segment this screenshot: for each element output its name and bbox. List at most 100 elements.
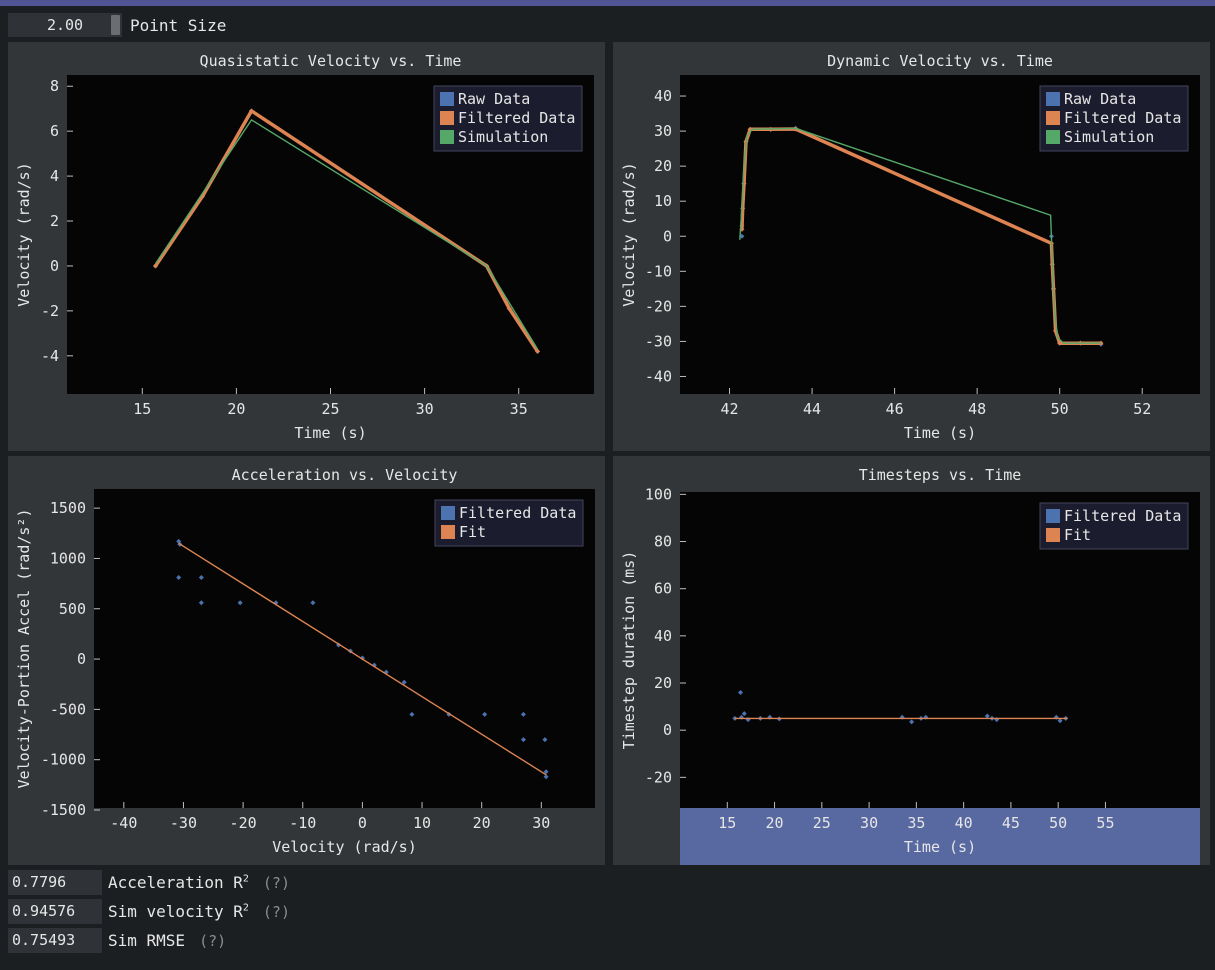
sim-rmse-value[interactable]: 0.75493 [8,928,102,953]
quasistatic-velocity-vs-time-legend-swatch[interactable] [440,92,454,106]
quasistatic-velocity-vs-time-series-simulation-line [154,118,539,350]
dynamic-velocity-vs-time-ytick-label: -10 [645,262,672,280]
acceleration-vs-velocity-ytick-label: 0 [77,650,86,668]
point-size-control: 2.00 Point Size [8,13,226,37]
timesteps-vs-time-xtick-label: 50 [1049,814,1067,832]
quasistatic-velocity-vs-time-legend-label[interactable]: Filtered Data [458,109,575,127]
acceleration-vs-velocity-xtick-label: -40 [110,814,137,832]
quasistatic-velocity-vs-time-ylabel: Velocity (rad/s) [15,162,33,307]
timesteps-vs-time-xtick-label: 45 [1002,814,1020,832]
quasistatic-velocity-vs-time-xlabel: Time (s) [294,424,366,442]
dynamic-velocity-vs-time-legend-label[interactable]: Filtered Data [1064,109,1181,127]
sim-r2-value[interactable]: 0.94576 [8,899,102,924]
timesteps-vs-time-filtered-data-point [738,689,744,695]
timesteps-vs-time-x-axis-hover[interactable] [680,808,1200,865]
point-size-slider[interactable]: 2.00 [8,13,122,37]
point-size-label: Point Size [130,15,227,35]
timesteps-vs-time-xtick-label: 40 [955,814,973,832]
dynamic-velocity-vs-time-legend-label[interactable]: Raw Data [1064,90,1136,108]
timesteps-chart[interactable]: Timesteps vs. Time 15 20 25 30 35 40 45 50 55 -20 0… [613,456,1210,865]
point-size-value: 2.00 [46,16,84,34]
chart-panel-quasistatic: Quasistatic Velocity vs. Time 15 20 25 30 35-… [8,42,605,451]
timesteps-vs-time-ytick-label: 100 [645,485,672,503]
sim-rmse-label: Sim RMSE [108,931,185,950]
acceleration-vs-velocity-xtick-label: 10 [413,814,431,832]
dynamic-velocity-vs-time-xtick-label: 52 [1133,400,1151,418]
acceleration-vs-velocity-xtick-label: -30 [170,814,197,832]
acceleration-vs-velocity-filtered-data-point [273,600,279,606]
timesteps-vs-time-ytick-label: 80 [654,533,672,551]
sim-rmse-help-icon[interactable]: (?) [199,931,227,950]
chart-panel-acceleration: Acceleration vs. Velocity -40 -30 -20 -10 0 10… [8,456,605,865]
quasistatic-velocity-vs-time-filtered-data-point [152,263,158,269]
dynamic-velocity-vs-time-series-filtered-data-trace [740,127,1101,345]
acceleration-vs-velocity-legend-swatch[interactable] [441,525,455,539]
accel-r2-label: Acceleration R2 [108,873,249,892]
acceleration-vs-velocity-series-fit-line [178,542,547,776]
dynamic-velocity-vs-time-legend-label[interactable]: Simulation [1064,128,1154,146]
acceleration-vs-velocity-title: Acceleration vs. Velocity [232,466,458,484]
acceleration-velocity-chart[interactable]: Acceleration vs. Velocity -40 -30 -20 -10 0 10… [8,456,605,865]
timesteps-vs-time-legend-label[interactable]: Filtered Data [1064,507,1181,525]
slider-grab-handle[interactable] [111,15,120,35]
timesteps-vs-time-xlabel: Time (s) [904,838,976,856]
quasistatic-velocity-vs-time-ytick-label: 0 [50,257,59,275]
accel-r2-value[interactable]: 0.7796 [8,870,102,895]
timesteps-vs-time-filtered-data-point [909,719,915,725]
acceleration-vs-velocity-filtered-data-point [543,774,549,780]
acceleration-vs-velocity-ytick-label: 500 [59,600,86,618]
acceleration-vs-velocity-filtered-data-point [520,737,526,743]
dynamic-velocity-vs-time-filtered-data-point [1057,340,1063,346]
quasistatic-velocity-vs-time-legend-swatch[interactable] [440,130,454,144]
dynamic-velocity-vs-time-ytick-label: 40 [654,87,672,105]
dynamic-velocity-vs-time-xtick-label: 46 [886,400,904,418]
acceleration-vs-velocity-xtick-label: -10 [289,814,316,832]
timesteps-vs-time-filtered-data-point [741,711,747,717]
timesteps-vs-time-xtick-label: 25 [813,814,831,832]
timesteps-vs-time-ytick-label: 40 [654,627,672,645]
timesteps-vs-time-xtick-label: 55 [1096,814,1114,832]
quasistatic-velocity-vs-time-xtick-label: 20 [227,400,245,418]
timesteps-vs-time-filtered-data-point [923,714,929,720]
acceleration-vs-velocity-ytick-label: 1500 [50,499,86,517]
timesteps-vs-time-legend-swatch[interactable] [1046,528,1060,542]
quasistatic-velocity-vs-time-legend-swatch[interactable] [440,111,454,125]
dynamic-velocity-vs-time-legend-swatch[interactable] [1046,92,1060,106]
timesteps-vs-time-legend-label[interactable]: Fit [1064,526,1091,544]
timesteps-vs-time-xtick-label: 20 [766,814,784,832]
acceleration-vs-velocity-legend-swatch[interactable] [441,506,455,520]
acceleration-vs-velocity-filtered-data-point [371,662,377,668]
stat-row-accel-r2: 0.7796 Acceleration R2 (?) [8,870,290,895]
acceleration-vs-velocity-legend-label[interactable]: Filtered Data [459,504,576,522]
timesteps-vs-time-filtered-data-point [767,714,773,720]
sim-r2-help-icon[interactable]: (?) [262,902,290,921]
timesteps-vs-time-legend-swatch[interactable] [1046,509,1060,523]
dynamic-velocity-vs-time-xtick-label: 44 [803,400,821,418]
dynamic-velocity-vs-time-legend-swatch[interactable] [1046,130,1060,144]
timesteps-vs-time-filtered-data-point [1057,718,1063,724]
timesteps-vs-time-filtered-data-point [899,714,905,720]
accel-r2-help-icon[interactable]: (?) [262,873,290,892]
dynamic-velocity-vs-time-series-simulation-line [739,127,1101,344]
acceleration-vs-velocity-xtick-label: 20 [473,814,491,832]
acceleration-vs-velocity-filtered-data-point [409,711,415,717]
timesteps-vs-time-ytick-label: 0 [663,721,672,739]
accel-r2-label-text: Acceleration R [108,873,243,892]
acceleration-vs-velocity-ytick-label: -1000 [41,751,86,769]
dynamic-velocity-vs-time-xtick-label: 48 [968,400,986,418]
timesteps-vs-time-title: Timesteps vs. Time [859,466,1022,484]
quasistatic-velocity-vs-time-filtered-data-point [506,306,512,312]
acceleration-vs-velocity-filtered-data-point [176,575,182,581]
quasistatic-velocity-vs-time-title: Quasistatic Velocity vs. Time [200,52,462,70]
dynamic-velocity-vs-time-legend-swatch[interactable] [1046,111,1060,125]
dynamic-velocity-chart[interactable]: Dynamic Velocity vs. Time 42 44 46 48 50 52 -40… [613,42,1210,451]
quasistatic-velocity-vs-time-legend-label[interactable]: Simulation [458,128,548,146]
quasistatic-velocity-vs-time-legend-label[interactable]: Raw Data [458,90,530,108]
acceleration-vs-velocity-xtick-label: 0 [358,814,367,832]
acceleration-vs-velocity-legend-label[interactable]: Fit [459,523,486,541]
